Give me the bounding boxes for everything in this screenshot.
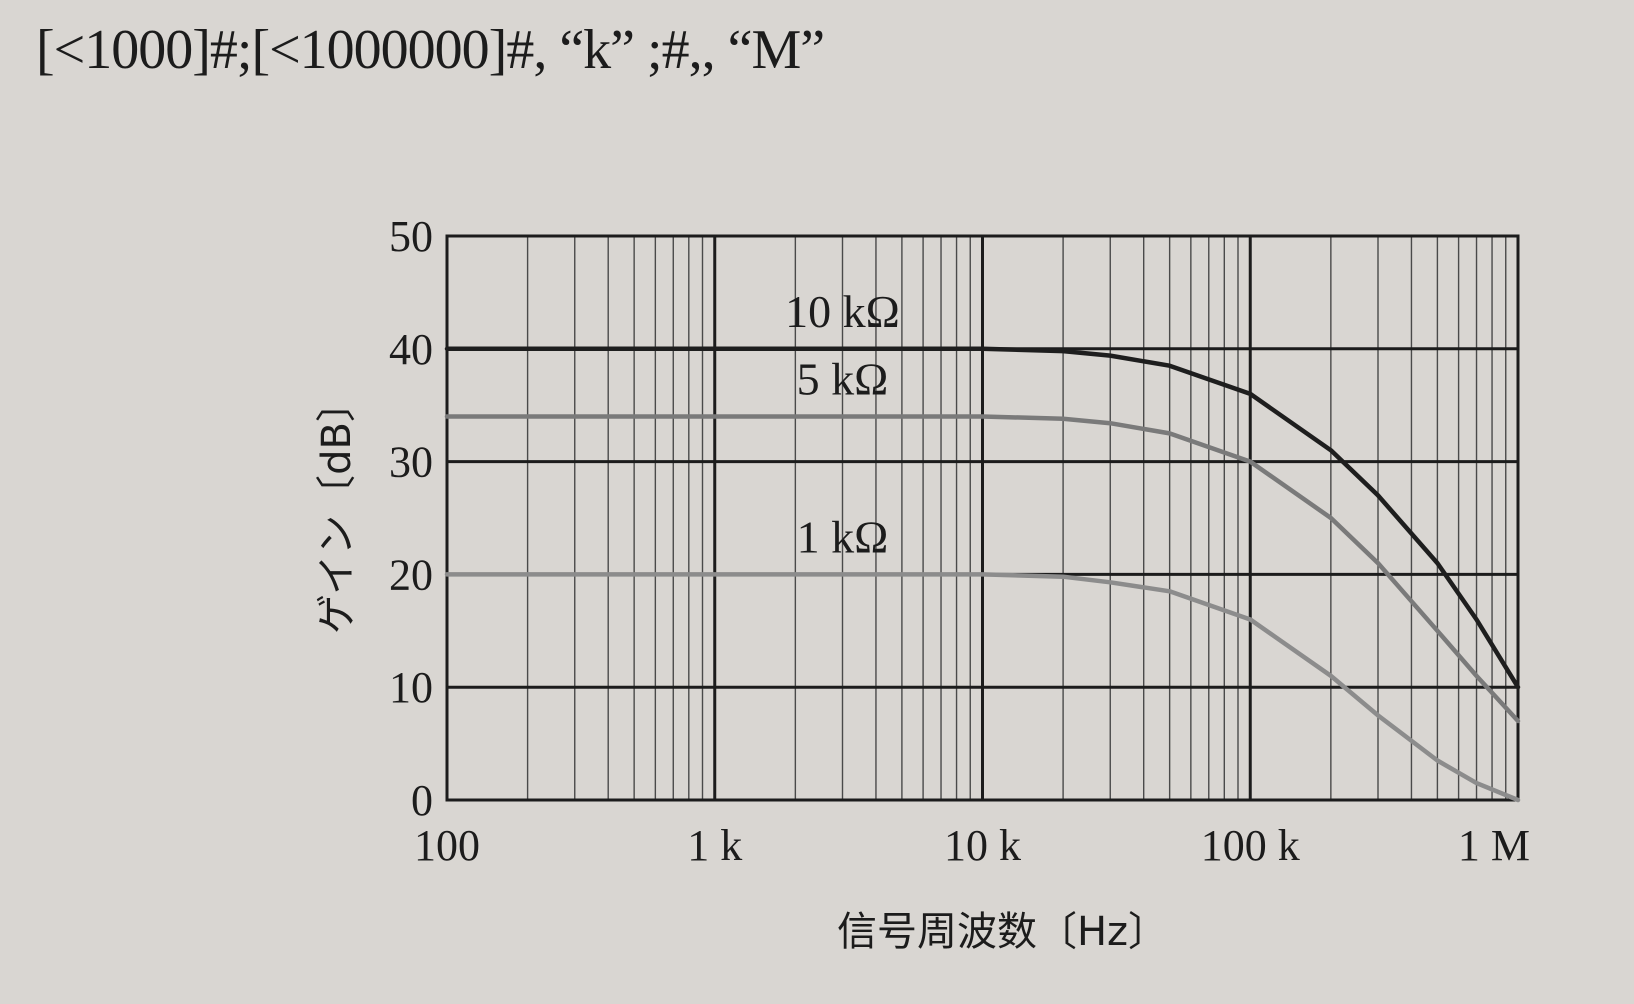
x-tick-labels: 100 1 k 10 k 100 k 1 M: [414, 821, 1530, 870]
series-line: [444, 572, 1521, 803]
x-tick-label: 1 k: [687, 821, 742, 870]
curve-labels: 10 kΩ 5 kΩ 1 kΩ: [785, 286, 900, 563]
y-axis-title: ゲイン〔dB〕: [314, 382, 360, 634]
series-layer: [444, 346, 1521, 803]
series-label: 10 kΩ: [785, 286, 900, 337]
minor-grid: [526, 236, 1507, 800]
x-tick-label: 100: [414, 821, 480, 870]
x-axis-title: 信号周波数〔Hz〕: [837, 909, 1168, 955]
x-tick-label: 1 M: [1458, 821, 1530, 870]
y-tick-label: 30: [389, 438, 433, 487]
series-line: [444, 346, 1521, 690]
series-label: 5 kΩ: [797, 353, 889, 404]
y-tick-label: 40: [389, 325, 433, 374]
number-format-string: [<1000]#;[<1000000]#, “k” ;#,, “M”: [36, 19, 825, 81]
series-label: 1 kΩ: [797, 511, 889, 562]
plot-frame: [445, 234, 1520, 802]
y-tick-label: 50: [389, 212, 433, 261]
y-tick-label: 0: [411, 776, 433, 825]
y-tick-label: 10: [389, 663, 433, 712]
x-tick-label: 100 k: [1201, 821, 1300, 870]
y-tick-label: 20: [389, 550, 433, 599]
series-line: [444, 414, 1521, 724]
y-tick-labels: 0 10 20 30 40 50: [389, 212, 433, 825]
x-tick-label: 10 k: [944, 821, 1021, 870]
